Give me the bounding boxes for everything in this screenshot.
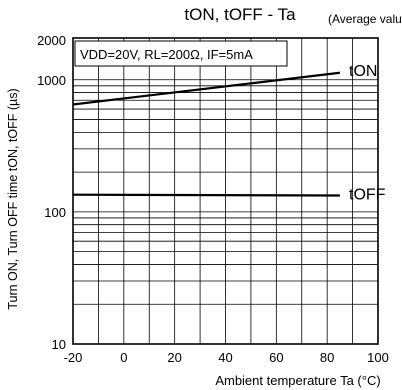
- series-label-toff: tOFF: [349, 187, 386, 204]
- x-tick-label: 100: [367, 350, 389, 365]
- conditions-box: [74, 40, 288, 67]
- series-line-toff: [72, 193, 340, 197]
- x-tick-label: 20: [167, 350, 181, 365]
- y-tick-label: 1000: [37, 73, 66, 88]
- x-axis-label: Ambient temperature Ta (°C): [215, 373, 380, 388]
- chart-title: tON, tOFF - Ta: [184, 5, 296, 24]
- plot-frame: [72, 37, 379, 345]
- x-tick-label: 80: [320, 350, 334, 365]
- x-tick-label: 0: [120, 350, 127, 365]
- y-tick-label: 2000: [37, 33, 66, 48]
- x-tick-label: 60: [269, 350, 283, 365]
- y-tick-label: 10: [52, 337, 66, 352]
- conditions-text: VDD=20V, RL=200Ω, IF=5mA: [80, 47, 253, 62]
- series-line-ton: [72, 71, 341, 106]
- series-label-ton: tON: [349, 63, 377, 80]
- series-labels: tON tOFF: [349, 63, 386, 204]
- y-axis-label: Turn ON, Turn OFF time tON, tOFF (µs): [6, 88, 20, 309]
- x-tick-label: -20: [64, 350, 83, 365]
- y-tick-label: 100: [44, 205, 66, 220]
- tick-labels: -20 0 20 40 60 80 100 10 100 1000 2000: [37, 33, 389, 365]
- x-tick-label: 40: [218, 350, 232, 365]
- grid: [73, 38, 378, 344]
- series-lines: [72, 71, 341, 197]
- chart-title-note: (Average value): [328, 12, 402, 26]
